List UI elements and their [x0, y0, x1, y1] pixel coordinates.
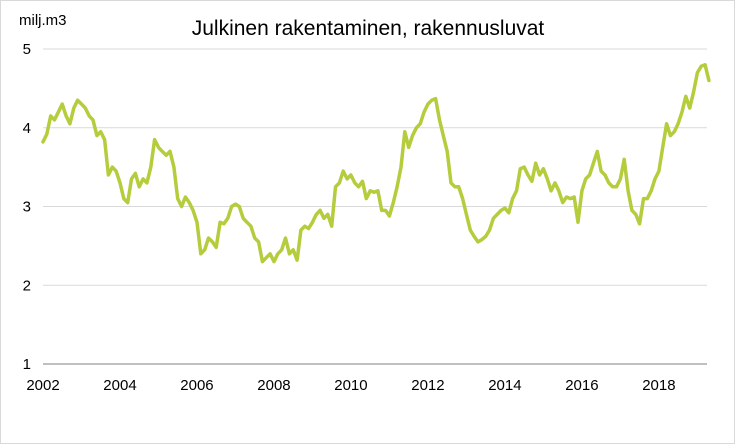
series-layer	[41, 63, 711, 264]
x-tick-label: 2018	[642, 377, 675, 394]
x-tick-label: 2014	[488, 377, 521, 394]
x-tick-label: 2004	[103, 377, 136, 394]
gridlines	[43, 48, 707, 286]
x-tick-label: 2012	[411, 377, 444, 394]
y-tick-label: 3	[23, 199, 31, 216]
y-tick-label: 5	[23, 41, 31, 58]
x-tick-label: 2006	[180, 377, 213, 394]
y-tick-label: 4	[23, 120, 31, 137]
chart-title: Julkinen rakentaminen, rakennusluvat	[192, 17, 545, 40]
x-tick-label: 2002	[26, 377, 59, 394]
x-tick-label: 2016	[565, 377, 598, 394]
x-axis-ticks: 2002 2004 2006 2008 2010 2012 2014 2016 2018	[26, 377, 675, 394]
y-axis-label: milj.m3	[19, 12, 67, 29]
y-axis-ticks: 1 2 3 4 5	[23, 41, 31, 373]
series-line	[41, 63, 711, 264]
y-tick-label: 1	[23, 356, 31, 373]
x-tick-label: 2008	[257, 377, 290, 394]
y-tick-label: 2	[23, 277, 31, 294]
x-tick-label: 2010	[334, 377, 367, 394]
